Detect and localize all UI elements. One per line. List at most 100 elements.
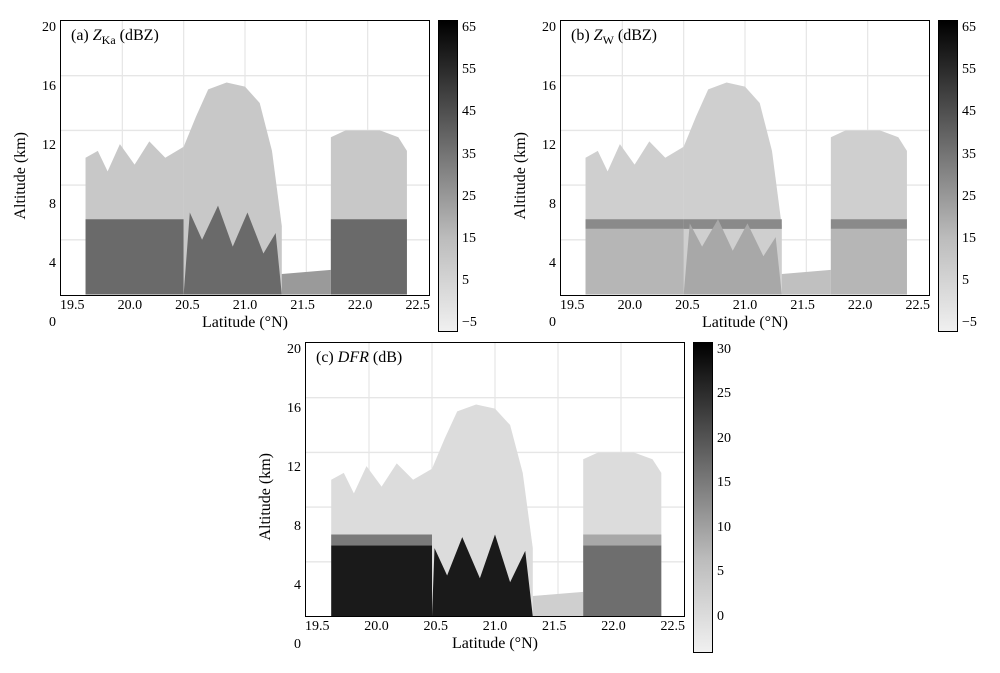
- xtick: 20.5: [175, 298, 200, 314]
- panel-c-title: (c) DFR (dB): [316, 349, 402, 367]
- xtick: 19.5: [560, 298, 585, 314]
- xtick: 21.5: [542, 619, 567, 635]
- ytick: 16: [34, 79, 56, 95]
- cbar-tick: 15: [462, 231, 490, 247]
- ytick: 4: [279, 578, 301, 594]
- title-unit: (dB): [373, 349, 402, 366]
- panel-a-title: (a) ZKa (dBZ): [71, 27, 159, 48]
- ytick: 4: [34, 256, 56, 272]
- cbar-tick: 35: [962, 147, 990, 163]
- colorbar-gradient: [438, 20, 458, 332]
- title-prefix: (a): [71, 27, 93, 44]
- panel-b-ylabel: Altitude (km): [510, 132, 532, 220]
- xtick: 22.5: [661, 619, 686, 635]
- colorbar-ticks: 65 55 45 35 25 15 5 −5: [958, 20, 990, 332]
- cbar-tick: 55: [962, 62, 990, 78]
- xtick: 20.5: [675, 298, 700, 314]
- panel-a-xlabel: Latitude (°N): [60, 314, 430, 332]
- title-unit: (dBZ): [618, 27, 657, 44]
- panel-a: Altitude (km) 20 16 12 8 4 0 (a) ZKa (dB…: [10, 20, 490, 332]
- panel-c-plotwrap: Altitude (km) 20 16 12 8 4 0 (c) DFR (dB…: [255, 342, 745, 654]
- cbar-tick: 20: [717, 431, 745, 447]
- figure-grid: Altitude (km) 20 16 12 8 4 0 (a) ZKa (dB…: [10, 20, 990, 653]
- panel-b-data: [561, 21, 929, 295]
- panel-c-colorbar: 30 25 20 15 10 5 0: [693, 342, 745, 654]
- cbar-tick: 45: [462, 104, 490, 120]
- title-unit: (dBZ): [120, 27, 159, 44]
- panel-c-yticks: 20 16 12 8 4 0: [277, 342, 305, 654]
- xtick: 22.5: [405, 298, 430, 314]
- panel-a-plot: (a) ZKa (dBZ): [60, 20, 430, 296]
- panel-c-plot: (c) DFR (dB): [305, 342, 685, 618]
- xtick: 22.0: [348, 298, 373, 314]
- xtick: 19.5: [305, 619, 330, 635]
- xtick: 21.0: [483, 619, 508, 635]
- ytick: 20: [279, 342, 301, 358]
- panel-a-axescol: (a) ZKa (dBZ): [60, 20, 430, 332]
- cbar-tick: 25: [462, 189, 490, 205]
- xtick: 21.0: [733, 298, 758, 314]
- xtick: 21.5: [790, 298, 815, 314]
- ytick: 0: [534, 315, 556, 331]
- xtick: 22.0: [848, 298, 873, 314]
- cbar-tick: 5: [717, 564, 745, 580]
- panel-b-plot: (b) ZW (dBZ): [560, 20, 930, 296]
- ytick: 12: [279, 460, 301, 476]
- cbar-tick: −5: [962, 315, 990, 331]
- cbar-tick: 45: [962, 104, 990, 120]
- panel-b-yticks: 20 16 12 8 4 0: [532, 20, 560, 332]
- cbar-tick: 5: [462, 273, 490, 289]
- cbar-tick: 15: [717, 475, 745, 491]
- panel-c-ylabel: Altitude (km): [255, 453, 277, 541]
- xtick: 22.0: [601, 619, 626, 635]
- colorbar-gradient: [693, 342, 713, 654]
- cbar-tick: 0: [717, 609, 745, 625]
- ytick: 8: [534, 197, 556, 213]
- title-var: Z: [93, 27, 102, 44]
- xtick: 20.0: [364, 619, 389, 635]
- cbar-tick: 15: [962, 231, 990, 247]
- ytick: 16: [534, 79, 556, 95]
- panel-b-colorbar: 65 55 45 35 25 15 5 −5: [938, 20, 990, 332]
- xtick: 19.5: [60, 298, 85, 314]
- panel-c-xticks: 19.5 20.0 20.5 21.0 21.5 22.0 22.5: [305, 617, 685, 635]
- ytick: 0: [279, 637, 301, 653]
- colorbar-ticks: 30 25 20 15 10 5 0: [713, 342, 745, 654]
- title-sub: Ka: [102, 33, 116, 47]
- cbar-tick: 65: [462, 20, 490, 36]
- ytick: 8: [34, 197, 56, 213]
- title-var: Z: [594, 27, 603, 44]
- cbar-tick: 55: [462, 62, 490, 78]
- panel-a-ylabel: Altitude (km): [10, 132, 32, 220]
- title-sub: W: [603, 33, 614, 47]
- panel-a-plotwrap: Altitude (km) 20 16 12 8 4 0 (a) ZKa (dB…: [10, 20, 490, 332]
- xtick: 20.0: [618, 298, 643, 314]
- cbar-tick: 25: [717, 386, 745, 402]
- cbar-tick: 35: [462, 147, 490, 163]
- cbar-tick: 30: [717, 342, 745, 358]
- colorbar-ticks: 65 55 45 35 25 15 5 −5: [458, 20, 490, 332]
- panel-a-colorbar: 65 55 45 35 25 15 5 −5: [438, 20, 490, 332]
- panel-c-data: [306, 343, 684, 617]
- xtick: 20.5: [424, 619, 449, 635]
- xtick: 20.0: [118, 298, 143, 314]
- xtick: 21.0: [233, 298, 258, 314]
- xtick: 22.5: [905, 298, 930, 314]
- panel-a-xticks: 19.5 20.0 20.5 21.0 21.5 22.0 22.5: [60, 296, 430, 314]
- panel-b-title: (b) ZW (dBZ): [571, 27, 657, 48]
- title-prefix: (b): [571, 27, 594, 44]
- panel-c: Altitude (km) 20 16 12 8 4 0 (c) DFR (dB…: [255, 342, 745, 654]
- cbar-tick: 25: [962, 189, 990, 205]
- ytick: 12: [34, 138, 56, 154]
- xtick: 21.5: [290, 298, 315, 314]
- cbar-tick: −5: [462, 315, 490, 331]
- cbar-tick: 65: [962, 20, 990, 36]
- panel-b: Altitude (km) 20 16 12 8 4 0 (b) ZW (dBZ…: [510, 20, 990, 332]
- panel-b-axescol: (b) ZW (dBZ): [560, 20, 930, 332]
- cbar-tick: 10: [717, 520, 745, 536]
- ytick: 20: [34, 20, 56, 36]
- panel-c-xlabel: Latitude (°N): [305, 635, 685, 653]
- cbar-tick: 5: [962, 273, 990, 289]
- ytick: 12: [534, 138, 556, 154]
- title-prefix: (c): [316, 349, 338, 366]
